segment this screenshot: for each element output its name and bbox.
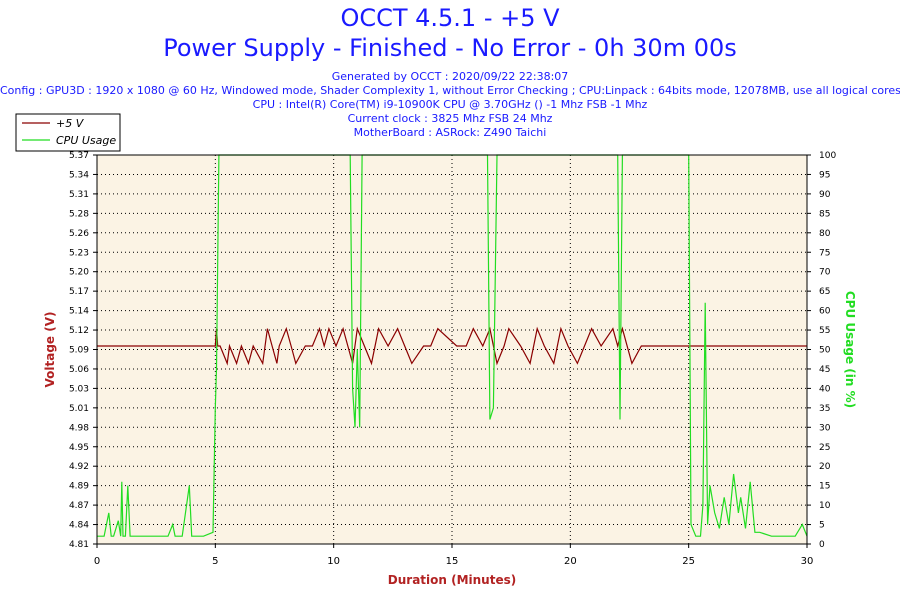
x-tick-label: 0 (94, 556, 100, 567)
y2-tick-label: 50 (819, 346, 831, 356)
y-tick-label: 5.14 (69, 307, 89, 317)
cpu-usage-series-line (97, 154, 808, 537)
y2-tick-label: 90 (819, 190, 831, 200)
y-tick-label: 4.95 (69, 443, 89, 453)
y-tick-label: 4.84 (69, 521, 89, 531)
chart-title: OCCT 4.5.1 - +5 V (340, 4, 560, 32)
y2-tick-label: 10 (819, 501, 831, 511)
y2-tick-label: 5 (819, 521, 825, 531)
y-tick-label: 4.87 (69, 501, 89, 511)
y2-tick-label: 25 (819, 443, 830, 453)
y2-tick-label: 100 (819, 151, 836, 161)
y-tick-label: 5.01 (69, 404, 89, 414)
y2-tick-label: 20 (819, 462, 831, 472)
x-tick-label: 10 (327, 556, 340, 567)
y-tick-label: 5.09 (69, 346, 89, 356)
y-tick-label: 5.28 (69, 209, 89, 219)
plot-border (96, 154, 808, 545)
y-tick-label: 5.06 (69, 365, 89, 375)
x-tick-label: 20 (564, 556, 577, 567)
y-tick-label: 4.92 (69, 462, 89, 472)
config-info: Config : GPU3D : 1920 x 1080 @ 60 Hz, Wi… (0, 84, 900, 97)
x-tick-label: 5 (212, 556, 218, 567)
y2-tick-label: 70 (819, 268, 831, 278)
y-tick-label: 5.26 (69, 229, 89, 239)
y2-axis-label: CPU Usage (in %) (843, 291, 857, 408)
y2-tick-label: 60 (819, 307, 831, 317)
y2-tick-label: 85 (819, 209, 830, 219)
y-tick-label: 5.37 (69, 151, 89, 161)
y-tick-label: 5.20 (69, 268, 89, 278)
cpu-info: CPU : Intel(R) Core(TM) i9-10900K CPU @ … (252, 98, 648, 111)
chart-subtitle: Power Supply - Finished - No Error - 0h … (163, 34, 737, 62)
x-tick-label: 30 (801, 556, 814, 567)
y-tick-label: 4.81 (69, 540, 89, 550)
y-tick-label: 5.23 (69, 248, 89, 258)
clock-info: Current clock : 3825 Mhz FSB 24 Mhz (347, 112, 553, 125)
y-tick-label: 5.17 (69, 287, 89, 297)
y2-tick-label: 55 (819, 326, 830, 336)
legend-label: CPU Usage (56, 134, 116, 147)
y-tick-label: 5.03 (69, 384, 89, 394)
generated-info: Generated by OCCT : 2020/09/22 22:38:07 (331, 70, 569, 83)
y-tick-label: 5.31 (69, 190, 89, 200)
y-tick-label: 4.89 (69, 482, 89, 492)
plot-area (97, 155, 807, 544)
y2-tick-label: 80 (819, 229, 831, 239)
y-tick-label: 5.34 (69, 170, 89, 180)
y2-tick-label: 30 (819, 423, 831, 433)
voltage-series-line (97, 326, 807, 366)
y2-tick-label: 40 (819, 384, 831, 394)
legend: +5 V CPU Usage (15, 113, 121, 152)
y-tick-label: 5.12 (69, 326, 89, 336)
x-tick-label: 25 (682, 556, 695, 567)
y2-tick-label: 45 (819, 365, 830, 375)
x-tick-label: 15 (446, 556, 459, 567)
y2-tick-label: 75 (819, 248, 830, 258)
y-tick-label: 4.98 (69, 423, 89, 433)
legend-box (15, 113, 121, 152)
y2-tick-label: 95 (819, 170, 830, 180)
y-axis-label: Voltage (V) (43, 312, 57, 388)
y2-tick-label: 35 (819, 404, 830, 414)
y2-tick-label: 65 (819, 287, 830, 297)
motherboard-info: MotherBoard : ASRock: Z490 Taichi (353, 126, 547, 139)
x-axis-label: Duration (Minutes) (388, 573, 516, 587)
legend-label: +5 V (56, 117, 85, 130)
y2-tick-label: 15 (819, 482, 830, 492)
y2-tick-label: 0 (819, 540, 825, 550)
